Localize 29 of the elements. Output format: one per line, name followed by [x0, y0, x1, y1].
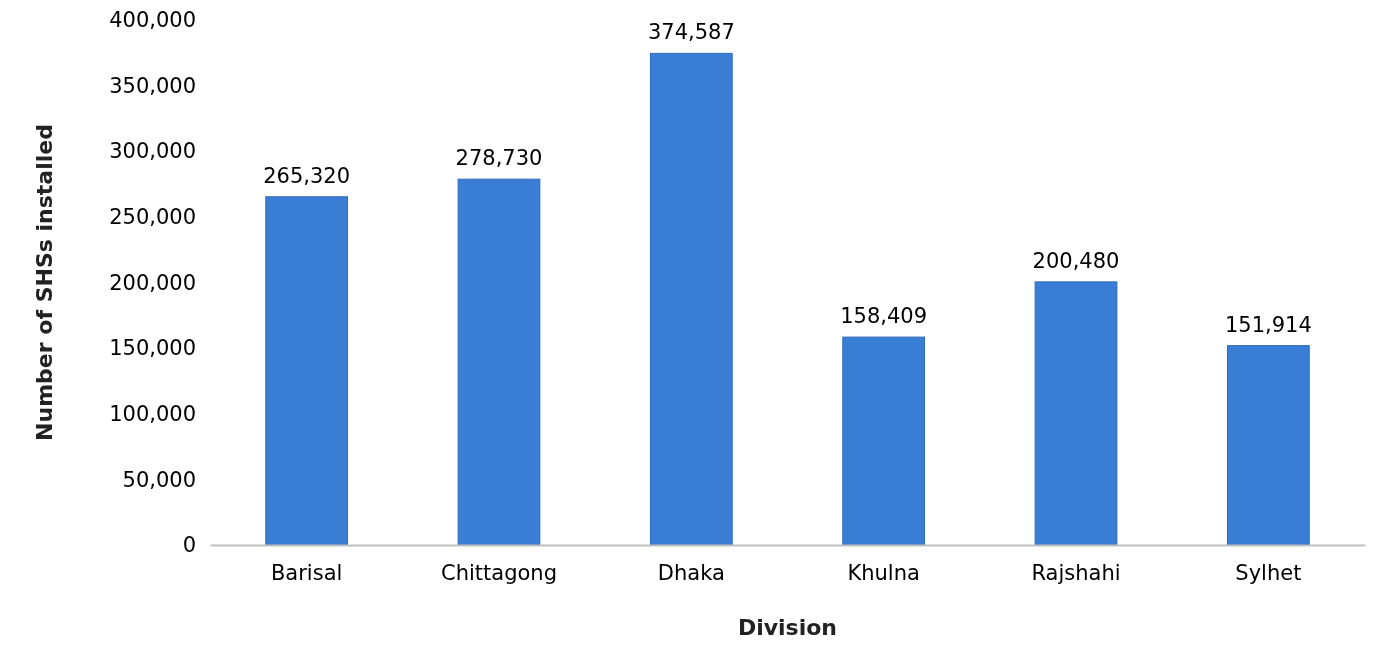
bar [649, 52, 733, 546]
bar [1226, 345, 1310, 546]
y-axis-title: Number of SHSs installed [32, 124, 57, 441]
y-tick-label: 150,000 [109, 336, 196, 361]
x-axis-title: Division [737, 615, 838, 640]
data-label: 278,730 [455, 146, 543, 171]
data-label: 151,914 [1224, 312, 1312, 337]
bar [842, 336, 926, 546]
data-label: 158,409 [840, 304, 928, 329]
y-tick-label: 250,000 [109, 205, 196, 230]
data-label: 265,320 [263, 163, 351, 188]
y-tick-label: 200,000 [109, 270, 196, 295]
y-tick-label: 350,000 [109, 73, 196, 98]
x-tick-label: Rajshahi [1031, 560, 1121, 585]
x-tick-label: Barisal [270, 560, 343, 585]
y-tick-label: 0 [182, 533, 196, 558]
x-tick-label: Chittagong [441, 560, 557, 585]
data-label: 374,587 [647, 20, 735, 45]
data-label: 200,480 [1032, 248, 1120, 273]
x-tick-label: Sylhet [1235, 560, 1302, 585]
bar [265, 196, 349, 546]
x-tick-label: Khulna [847, 560, 920, 585]
bar [457, 178, 541, 546]
y-tick-label: 400,000 [109, 8, 196, 33]
x-tick-label: Dhaka [657, 560, 725, 585]
y-tick-label: 300,000 [109, 139, 196, 164]
y-tick-label: 50,000 [122, 467, 196, 492]
bar [1034, 281, 1118, 546]
y-tick-label: 100,000 [109, 401, 196, 426]
